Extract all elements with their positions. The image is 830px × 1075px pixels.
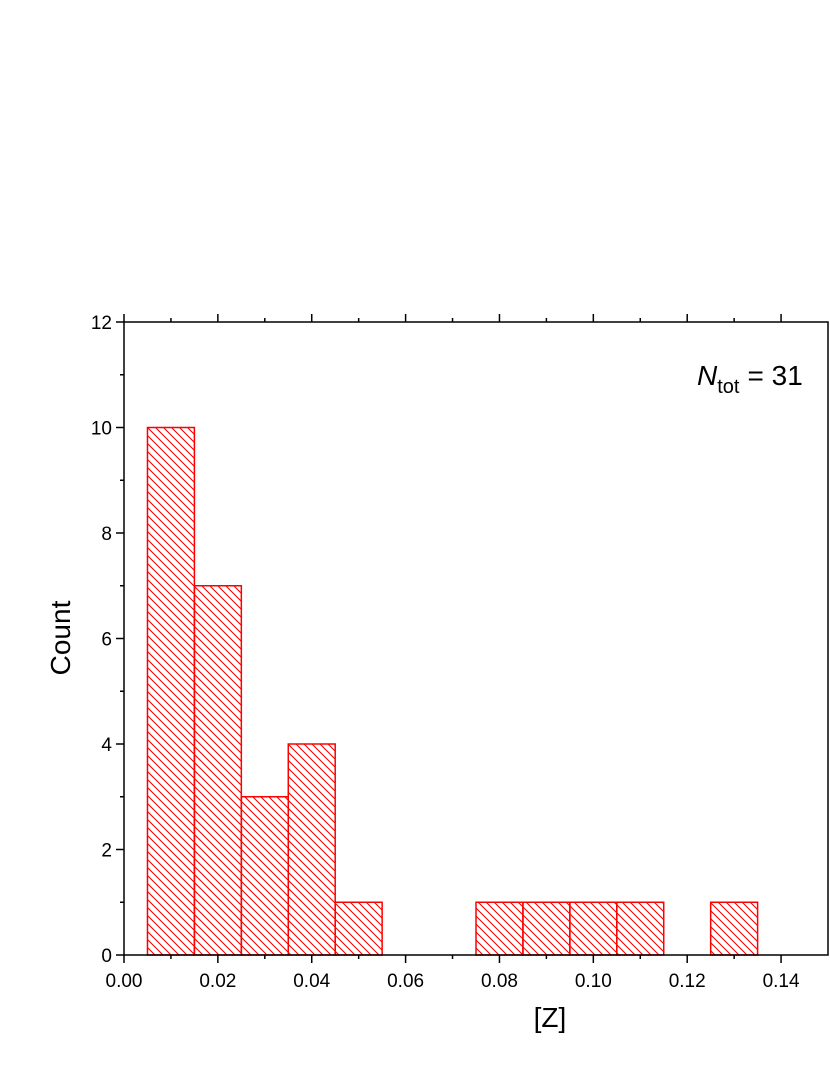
bar [240, 796, 290, 956]
bar [569, 901, 618, 956]
bar [334, 901, 383, 956]
annotation: Ntot = 31 [697, 360, 803, 398]
y-axis-title: Count [45, 600, 76, 675]
bar [522, 901, 571, 956]
bar [146, 426, 196, 956]
y-tick-label: 4 [101, 735, 112, 756]
x-tick-label: 0.00 [106, 971, 143, 992]
bar [616, 901, 665, 956]
x-tick-label: 0.04 [293, 971, 330, 992]
bar [287, 743, 336, 956]
x-tick-label: 0.12 [669, 971, 706, 992]
y-tick-label: 12 [91, 313, 112, 334]
x-tick-label: 0.06 [387, 971, 424, 992]
x-tick-label: 0.02 [199, 971, 236, 992]
bar [475, 901, 524, 956]
y-tick-label: 8 [101, 524, 112, 545]
annotation-symbol: N [697, 360, 718, 391]
y-tick-label: 2 [101, 841, 112, 862]
bar [709, 901, 759, 956]
bar [193, 585, 243, 956]
x-tick-label: 0.14 [763, 971, 800, 992]
annotation-text: = 31 [747, 360, 802, 391]
x-tick-label: 0.08 [481, 971, 518, 992]
y-tick-label: 0 [101, 946, 112, 967]
x-axis-title: [Z] [534, 1002, 567, 1033]
y-tick-label: 10 [91, 419, 112, 440]
y-tick-label: 6 [101, 630, 112, 651]
annotation-subscript: tot [717, 376, 740, 398]
x-tick-label: 0.10 [575, 971, 612, 992]
